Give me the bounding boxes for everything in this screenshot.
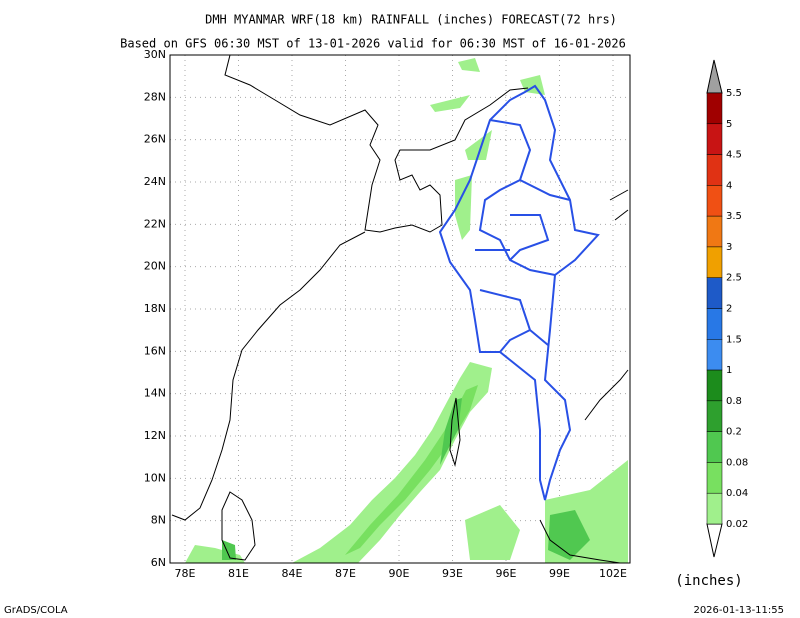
colorbar-segment	[706, 308, 723, 340]
colorbar-label: 0.2	[726, 427, 742, 438]
lon-label: 90E	[389, 567, 410, 580]
title: DMH MYANMAR WRF(18 km) RAINFALL (inches)…	[205, 13, 617, 27]
lat-label: 12N	[144, 429, 166, 442]
colorbar-label: 4.5	[726, 150, 742, 161]
lat-label: 16N	[144, 344, 166, 357]
lat-label: 14N	[144, 387, 166, 400]
colorbar-segment	[706, 339, 723, 371]
lat-label: 10N	[144, 471, 166, 484]
colorbar-label: 0.08	[726, 457, 748, 468]
colorbar-label: 1	[726, 365, 732, 376]
lon-label: 96E	[496, 567, 517, 580]
colorbar-segment	[706, 246, 723, 278]
lon-label: 102E	[599, 567, 627, 580]
colorbar-segment	[706, 215, 723, 248]
colorbar-label: 0.02	[726, 519, 748, 530]
rainfall	[185, 58, 628, 563]
lat-label: 28N	[144, 90, 166, 103]
colorbar-label: 3	[726, 242, 732, 253]
map-frame	[169, 54, 631, 564]
lon-label: 99E	[549, 567, 570, 580]
colorbar-segment	[706, 154, 723, 186]
subtitle: Based on GFS 06:30 MST of 13-01-2026 val…	[120, 37, 626, 51]
colorbar-segment	[706, 492, 723, 525]
lon-label: 81E	[228, 567, 249, 580]
colorbar-segment	[706, 123, 723, 155]
colorbar-label: 5.5	[726, 88, 742, 99]
colorbar-label: 0.04	[726, 488, 748, 499]
colorbar-bottom-arrow	[706, 523, 723, 558]
colorbar-unit: (inches)	[675, 573, 742, 589]
lon-label: 84E	[282, 567, 303, 580]
colorbar-segment	[706, 462, 723, 494]
colorbar-segment	[706, 185, 723, 217]
colorbar-segment	[706, 277, 723, 309]
coastlines	[171, 54, 629, 564]
lat-label: 30N	[144, 48, 166, 61]
lat-label: 24N	[144, 175, 166, 188]
colorbar-label: 4	[726, 180, 732, 191]
lat-label: 6N	[151, 556, 166, 569]
colorbar	[706, 59, 723, 558]
colorbar-label: 2	[726, 304, 732, 315]
footer-right: 2026-01-13-11:55	[693, 605, 784, 616]
lat-label: 20N	[144, 260, 166, 273]
footer-left: GrADS/COLA	[4, 605, 68, 616]
colorbar-label: 1.5	[726, 334, 742, 345]
colorbar-label: 3.5	[726, 211, 742, 222]
colorbar-segment	[706, 369, 723, 402]
lon-label: 78E	[175, 567, 196, 580]
colorbar-top-arrow	[706, 59, 723, 94]
colorbar-label: 5	[726, 119, 732, 130]
lat-label: 8N	[151, 514, 166, 527]
colorbar-segment	[706, 92, 723, 125]
colorbar-segment	[706, 431, 723, 463]
colorbar-label: 0.8	[726, 396, 742, 407]
lat-label: 26N	[144, 133, 166, 146]
colorbar-label: 2.5	[726, 273, 742, 284]
colorbar-segment	[706, 400, 723, 432]
lon-label: 93E	[442, 567, 463, 580]
lon-label: 87E	[335, 567, 356, 580]
lat-label: 22N	[144, 217, 166, 230]
myanmar-boundaries	[438, 84, 600, 501]
lat-label: 18N	[144, 302, 166, 315]
